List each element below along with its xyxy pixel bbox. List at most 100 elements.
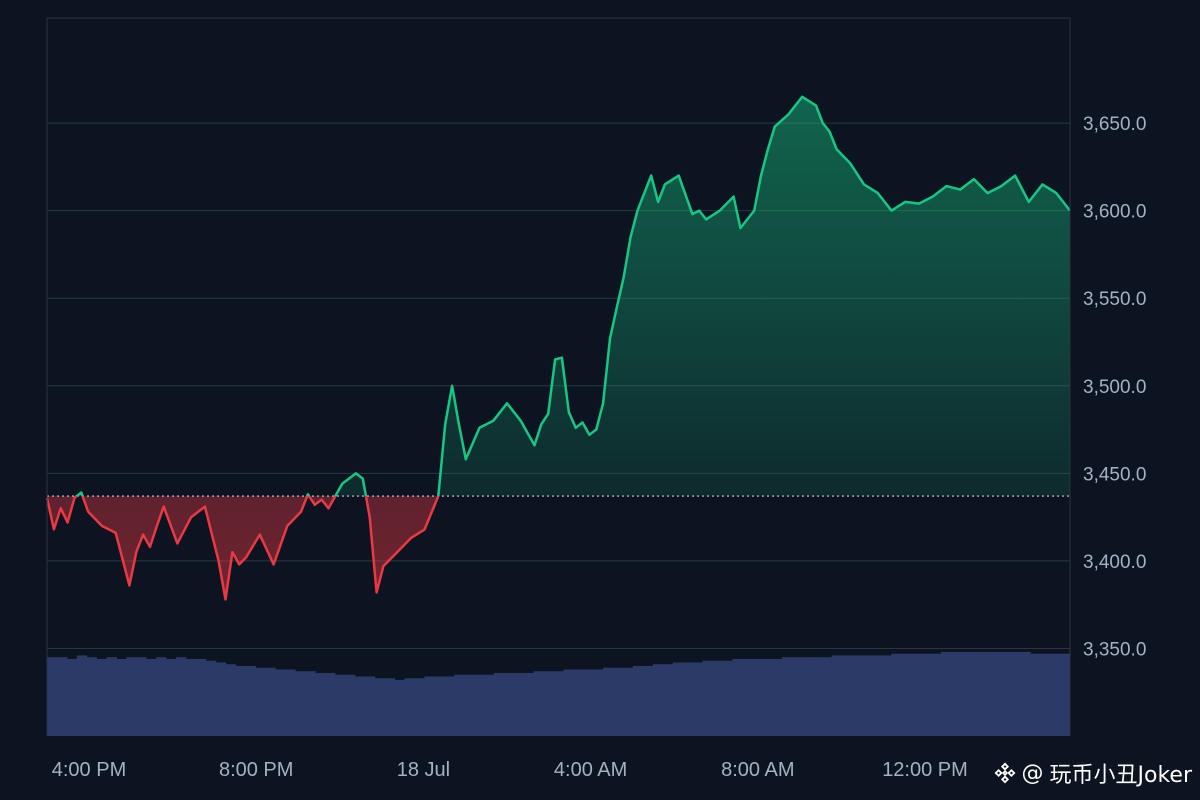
- volume-bar: [444, 676, 455, 736]
- volume-bar: [891, 653, 902, 736]
- watermark-text: 玩币小丑Joker: [1049, 763, 1193, 788]
- volume-bar: [76, 655, 88, 736]
- volume-bar: [325, 672, 336, 736]
- y-tick-label: 3,550.0: [1083, 289, 1146, 310]
- volume-bar: [980, 651, 991, 736]
- volume-bar: [613, 667, 624, 736]
- volume-bar: [593, 669, 604, 736]
- volume-bar: [464, 674, 475, 736]
- volume-bar: [712, 660, 723, 736]
- volume-bar: [921, 653, 932, 736]
- volume-bar: [1020, 651, 1031, 736]
- volume-bar: [414, 678, 425, 736]
- volume-bar: [176, 657, 187, 736]
- volume-bar: [434, 676, 445, 736]
- volume-bar: [166, 658, 177, 736]
- volume-bar: [603, 667, 614, 736]
- volume-bar: [672, 662, 684, 736]
- volume-bar: [275, 669, 286, 736]
- volume-bar: [424, 676, 435, 736]
- watermark: @ 玩币小丑Joker: [994, 758, 1193, 788]
- volume-bar: [752, 658, 763, 736]
- binance-diamond-icon: [994, 762, 1015, 784]
- volume-bar: [682, 662, 693, 736]
- volume-bar: [1000, 651, 1011, 736]
- volume-bar: [911, 653, 922, 736]
- volume-bar: [364, 676, 376, 736]
- volume-bar: [195, 658, 207, 736]
- volume-bar: [146, 658, 157, 736]
- volume-bar: [772, 658, 783, 736]
- volume-bar: [235, 665, 247, 736]
- area-fill-above: [76, 96, 1070, 497]
- x-tick-label: 4:00 PM: [52, 759, 126, 781]
- volume-bar: [205, 660, 217, 736]
- volume-bar: [563, 669, 574, 736]
- x-tick-label: 4:00 AM: [554, 759, 627, 781]
- volume-bar: [215, 662, 227, 736]
- volume-bar: [156, 657, 167, 736]
- volume-bar: [1010, 651, 1021, 736]
- volume-bar: [96, 658, 107, 736]
- volume-bar: [950, 651, 962, 736]
- watermark-prefix: @: [1021, 760, 1044, 786]
- volume-bar: [901, 653, 912, 736]
- volume-bar: [335, 674, 346, 736]
- volume-bar: [344, 674, 356, 736]
- volume-bar: [374, 678, 386, 736]
- price-line-above: [74, 95, 1071, 497]
- volume-bar: [533, 671, 545, 736]
- volume-bar: [225, 664, 237, 736]
- volume-bar: [354, 676, 366, 736]
- volume-bar: [523, 672, 535, 736]
- volume-bar: [553, 671, 564, 736]
- volume-bar: [305, 671, 316, 736]
- volume-bar: [106, 657, 117, 736]
- volume-bar: [454, 674, 465, 736]
- volume-bar: [394, 679, 405, 736]
- x-tick-label: 12:00 PM: [882, 759, 968, 781]
- volume-bar: [692, 662, 703, 736]
- plot-frame: [46, 17, 1071, 736]
- volume-bar: [801, 657, 813, 736]
- volume-bar: [573, 669, 584, 736]
- y-tick-label: 3,350.0: [1083, 639, 1146, 660]
- volume-bar: [831, 655, 842, 736]
- volume-bar: [722, 660, 733, 736]
- volume-bar: [791, 657, 803, 736]
- volume-bar: [652, 664, 664, 736]
- volume-bar: [543, 671, 554, 736]
- volume-bar: [1030, 653, 1041, 736]
- volume-bar: [583, 669, 594, 736]
- volume-bar: [990, 651, 1001, 736]
- volume-bar: [632, 665, 644, 736]
- price-area: [45, 95, 1071, 601]
- volume-bar: [970, 651, 982, 736]
- volume-bar: [623, 667, 634, 736]
- x-tick-label: 18 Jul: [397, 759, 450, 781]
- y-tick-label: 3,600.0: [1083, 202, 1146, 223]
- volume-bar: [821, 657, 833, 736]
- volume-bars: [47, 651, 1071, 736]
- volume-bar: [662, 664, 674, 736]
- volume-bar: [484, 674, 495, 736]
- volume-bar: [1060, 653, 1071, 736]
- volume-bar: [811, 657, 823, 736]
- volume-bar: [871, 655, 882, 736]
- volume-bar: [285, 669, 296, 736]
- volume-bar: [762, 658, 773, 736]
- volume-bar: [702, 660, 713, 736]
- x-tick-label: 8:00 AM: [721, 759, 794, 781]
- volume-bar: [86, 657, 98, 736]
- y-tick-label: 3,500.0: [1083, 377, 1146, 398]
- volume-bar: [384, 678, 396, 736]
- volume-bar: [245, 665, 256, 736]
- volume-bar: [503, 672, 515, 736]
- volume-bar: [881, 655, 892, 736]
- volume-bar: [404, 678, 415, 736]
- volume-bar: [930, 653, 942, 736]
- volume-bar: [255, 667, 266, 736]
- y-tick-label: 3,650.0: [1083, 114, 1146, 135]
- volume-bar: [642, 665, 654, 736]
